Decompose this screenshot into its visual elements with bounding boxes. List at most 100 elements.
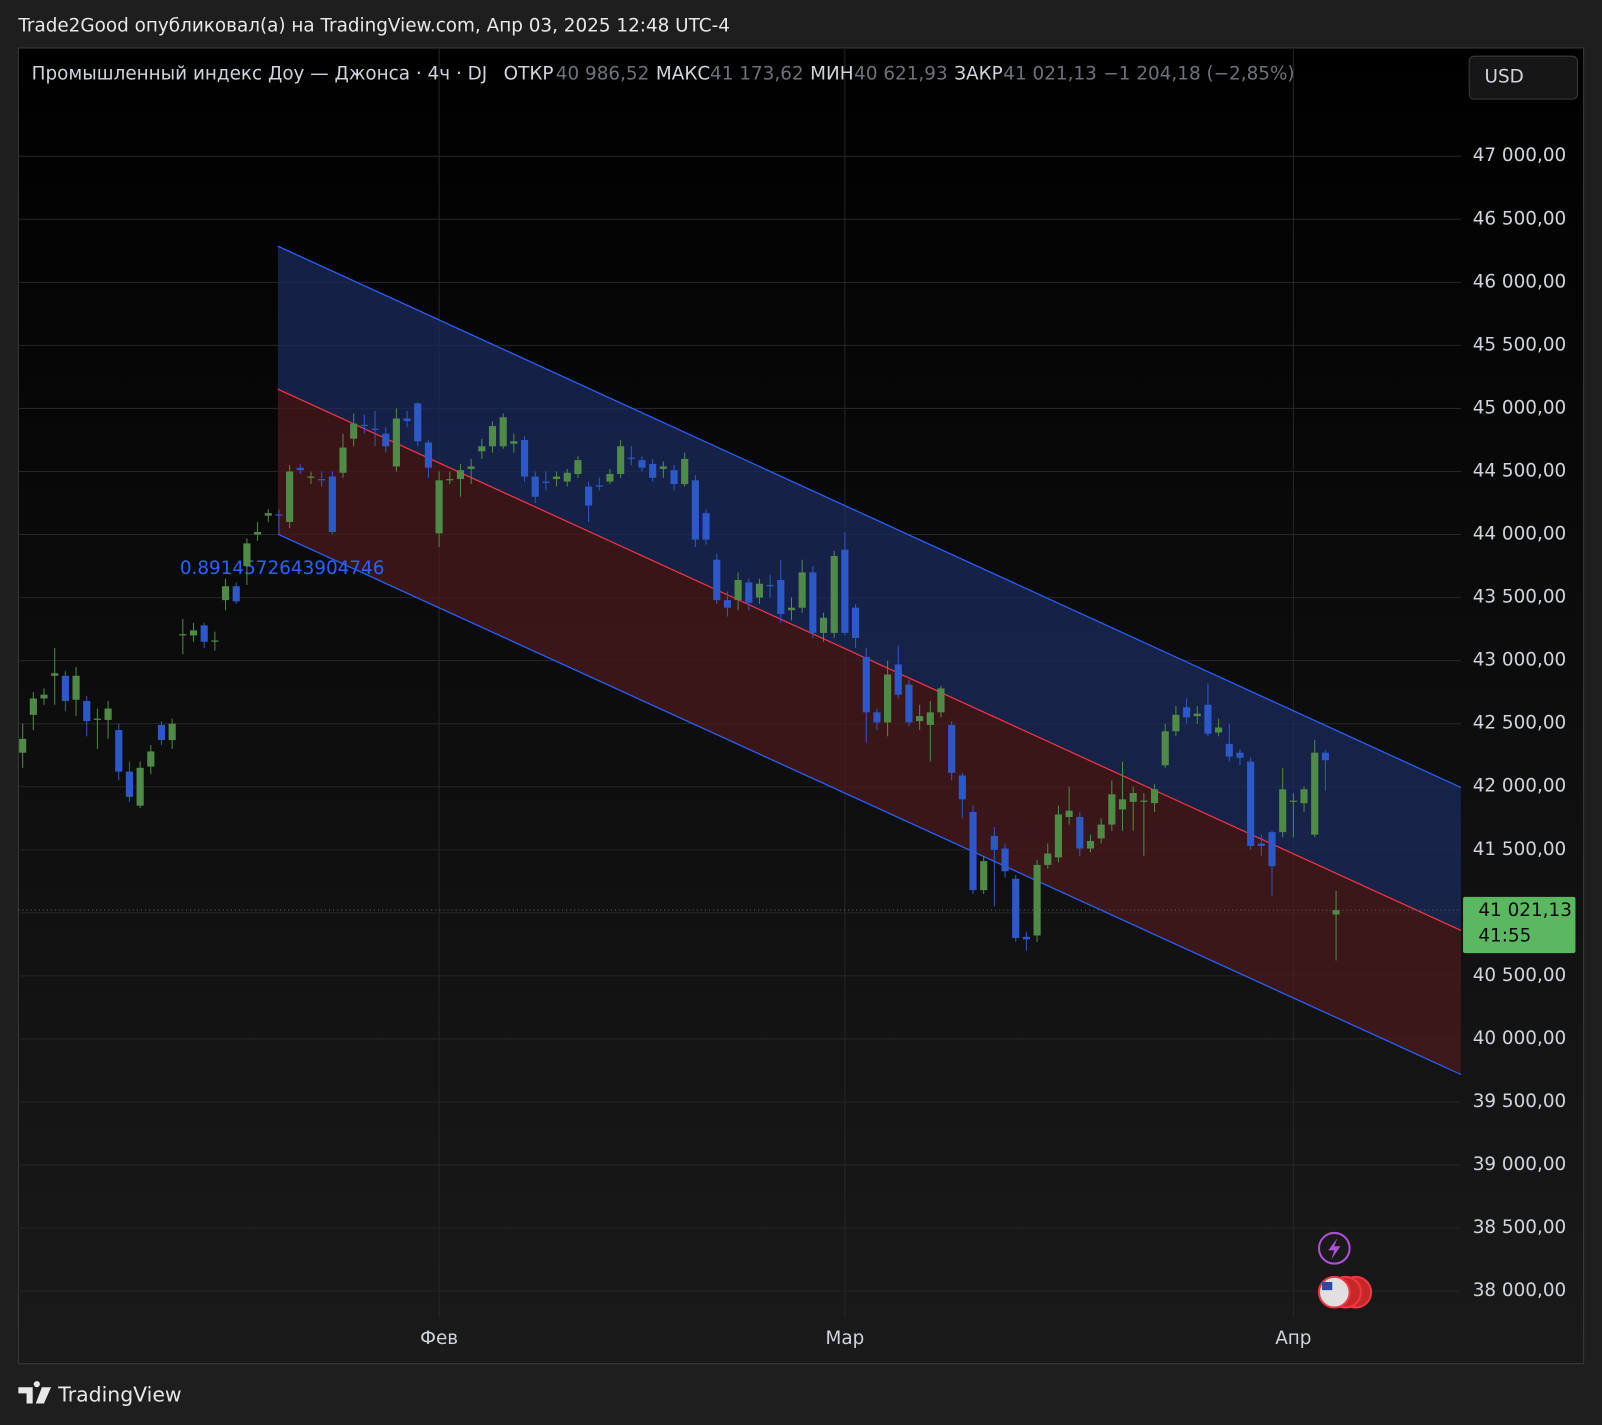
plot: 0.8914572643904746	[18, 49, 1462, 1318]
candle-body	[531, 476, 539, 497]
channel-upper-line	[277, 245, 1462, 789]
candle-body	[734, 579, 742, 601]
candle-body	[286, 471, 294, 522]
candle-body	[467, 466, 475, 469]
candle-body	[1279, 789, 1287, 833]
y-tick-label: 43 000,00	[1473, 650, 1567, 671]
candle-body	[606, 474, 614, 482]
candle-body	[61, 675, 69, 701]
candle-body	[339, 447, 347, 473]
candle-body	[83, 700, 91, 722]
candle-body	[638, 460, 646, 468]
candle-body	[1183, 707, 1191, 718]
candle-body	[264, 513, 272, 516]
candle-body	[1332, 910, 1340, 915]
candle-body	[585, 486, 593, 506]
candle-body	[243, 543, 251, 567]
candle-body	[1044, 853, 1052, 865]
candle-body	[1108, 794, 1116, 825]
currency-button[interactable]	[1468, 55, 1578, 100]
candle-body	[926, 712, 934, 725]
candle-body	[51, 673, 59, 676]
candle-body	[1257, 843, 1265, 847]
candle-body	[200, 625, 208, 642]
y-tick-label: 40 500,00	[1473, 965, 1567, 986]
y-tick-label: 39 000,00	[1473, 1154, 1567, 1175]
candle-body	[713, 559, 721, 601]
candle-body	[766, 584, 774, 587]
candle-body	[1215, 727, 1223, 733]
candle-body	[221, 586, 230, 601]
candle-body	[1054, 814, 1063, 858]
flag-canton	[1322, 1281, 1333, 1291]
candle-body	[1161, 731, 1169, 766]
y-tick-label: 38 000,00	[1473, 1280, 1567, 1301]
candle-body	[862, 656, 870, 713]
candle-body	[93, 718, 101, 720]
candle-body	[136, 767, 144, 806]
candle-body	[189, 630, 198, 636]
candle-body	[254, 532, 262, 535]
candle-body	[157, 724, 166, 741]
candle-body	[777, 579, 785, 614]
candle-body	[552, 476, 561, 480]
candle-body	[19, 738, 27, 753]
candle-body	[403, 418, 411, 422]
candle-body	[681, 458, 689, 485]
candle-body	[392, 418, 400, 467]
open-label: ОТКР	[504, 64, 554, 85]
candle-body	[702, 513, 710, 540]
candle-body	[670, 470, 678, 485]
candle-body	[520, 439, 529, 477]
y-tick-label: 45 000,00	[1473, 397, 1567, 418]
candle-body	[745, 582, 753, 603]
candle-body	[691, 480, 699, 540]
candle-body	[723, 600, 731, 608]
candle-body	[1022, 936, 1030, 940]
channel-label: 0.8914572643904746	[180, 558, 385, 579]
y-tick-label: 40 000,00	[1473, 1028, 1567, 1049]
y-tick-label: 45 500,00	[1473, 334, 1567, 355]
candle-body	[1268, 832, 1276, 867]
candle-body	[819, 617, 828, 633]
candle-body	[563, 472, 571, 482]
flag-icon[interactable]	[1317, 1275, 1351, 1309]
y-tick-label: 41 500,00	[1473, 839, 1567, 860]
channel-lower-fill	[277, 389, 1462, 1075]
candle-body	[1225, 743, 1233, 757]
y-tick-label: 43 500,00	[1473, 587, 1567, 608]
candle-body	[488, 426, 497, 447]
y-tick-label: 46 500,00	[1473, 208, 1567, 229]
candle-body	[478, 446, 486, 452]
close-value: 41 021,13	[1003, 64, 1097, 85]
candle-body	[125, 771, 134, 797]
high-value: 41 173,62	[710, 64, 804, 85]
countdown-label: 41:55	[1478, 926, 1531, 947]
candle-body	[841, 549, 849, 633]
candle-body	[179, 634, 187, 636]
currency-label[interactable]: USD	[1485, 67, 1524, 88]
x-tick-label: Апр	[1275, 1328, 1311, 1349]
low-label: МИН	[810, 64, 853, 85]
candle-body	[318, 479, 326, 481]
candle-body	[1247, 761, 1255, 847]
candle-body	[574, 460, 582, 475]
candle-body	[1065, 810, 1073, 818]
candle-body	[830, 555, 838, 633]
candle-body	[542, 481, 550, 483]
candle-body	[510, 441, 518, 444]
candle-body	[104, 708, 112, 720]
candle-body	[937, 688, 945, 713]
candle-body	[350, 423, 358, 439]
candle-body	[958, 775, 966, 800]
candle-body	[948, 724, 956, 773]
candle-body	[499, 417, 507, 447]
candle-body	[382, 433, 390, 447]
lightning	[1328, 1238, 1341, 1260]
brand: TradingView	[57, 1382, 181, 1406]
candle-body	[29, 698, 37, 715]
x-tick-label: Фев	[420, 1328, 458, 1349]
y-tick-label: 42 000,00	[1473, 776, 1567, 797]
candle-body	[1033, 864, 1041, 936]
